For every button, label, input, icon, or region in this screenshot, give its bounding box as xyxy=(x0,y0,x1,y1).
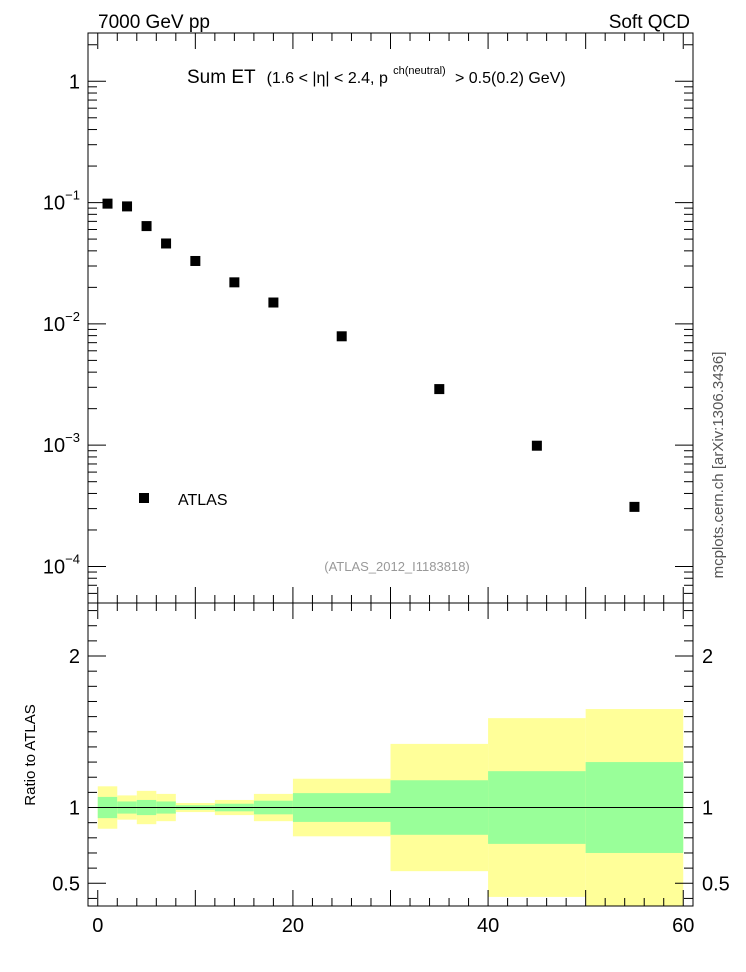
data-point xyxy=(336,331,347,342)
ratio-y-tick-label-left: 1 xyxy=(69,798,80,820)
ratio-y-tick-label-left: 2 xyxy=(69,646,80,668)
data-points xyxy=(102,198,640,512)
main-y-tick-labels: 10−410−310−210−11 xyxy=(43,71,80,578)
title-main: Sum ET xyxy=(187,67,256,88)
x-tick-labels: 0 20 40 60 xyxy=(92,915,694,937)
legend-label: ATLAS xyxy=(178,492,228,509)
y-tick-label-exponent: −2 xyxy=(65,309,80,324)
ratio-frame xyxy=(87,602,694,907)
ratio-y-tick-label-left: 0.5 xyxy=(52,873,80,895)
x-tick-label: 60 xyxy=(672,915,694,937)
main-panel: 10−410−310−210−11 Sum ET (1.6 < |η| < 2.… xyxy=(43,32,694,604)
data-point xyxy=(531,440,542,451)
data-point xyxy=(629,501,640,512)
data-point xyxy=(190,255,201,266)
main-plot-area xyxy=(88,33,693,603)
legend-marker xyxy=(139,493,149,503)
energy-label: 7000 GeV pp xyxy=(98,12,210,33)
data-point xyxy=(434,384,445,395)
data-point xyxy=(229,277,240,288)
title-cut-suffix: > 0.5(0.2) GeV) xyxy=(455,70,566,87)
data-point xyxy=(161,238,172,249)
main-axis-ticks xyxy=(88,33,693,604)
y-tick-label: 10−4 xyxy=(43,551,80,578)
ratio-y-tick-label-right: 2 xyxy=(702,646,713,668)
ratio-y-axis-label: Ratio to ATLAS xyxy=(22,704,39,805)
y-tick-label: 10−1 xyxy=(43,188,80,215)
data-point xyxy=(102,198,113,209)
y-tick-label-base: 10 xyxy=(43,193,65,215)
ratio-y-tick-label-right: 0.5 xyxy=(702,873,730,895)
title-cut-prefix: (1.6 < |η| < 2.4, p xyxy=(267,70,388,87)
y-tick-label: 10−2 xyxy=(43,309,80,336)
process-label: Soft QCD xyxy=(609,12,690,33)
plot-title: Sum ET (1.6 < |η| < 2.4, p ch(neutral) >… xyxy=(187,58,566,88)
data-point xyxy=(268,297,279,308)
ratio-y-tick-labels: 0.5 0.5 1 1 2 2 xyxy=(52,646,730,895)
analysis-id: (ATLAS_2012_I1183818) xyxy=(324,559,470,574)
x-tick-label: 0 xyxy=(92,915,103,937)
ratio-axis-ticks xyxy=(88,603,693,906)
data-point xyxy=(141,221,152,232)
y-tick-label-exponent: −1 xyxy=(65,188,80,203)
y-tick-label-base: 10 xyxy=(43,435,65,457)
y-tick-label: 1 xyxy=(69,71,80,93)
title-cut-superscript: ch(neutral) xyxy=(393,65,446,77)
y-tick-label-exponent: −4 xyxy=(65,551,80,566)
y-tick-label-base: 10 xyxy=(43,314,65,336)
y-tick-label-exponent: −3 xyxy=(65,430,80,445)
y-tick-label-base: 10 xyxy=(43,556,65,578)
data-point xyxy=(122,201,133,212)
ratio-panel: 0.5 0.5 1 1 2 2 0 20 40 60 Ratio to ATLAS xyxy=(22,602,730,937)
ratio-y-tick-label-right: 1 xyxy=(702,798,713,820)
x-tick-label: 20 xyxy=(282,915,304,937)
y-tick-label: 10−3 xyxy=(43,430,80,457)
x-tick-label: 40 xyxy=(477,915,499,937)
watermark-label: mcplots.cern.ch [arXiv:1306.3436] xyxy=(710,352,727,579)
